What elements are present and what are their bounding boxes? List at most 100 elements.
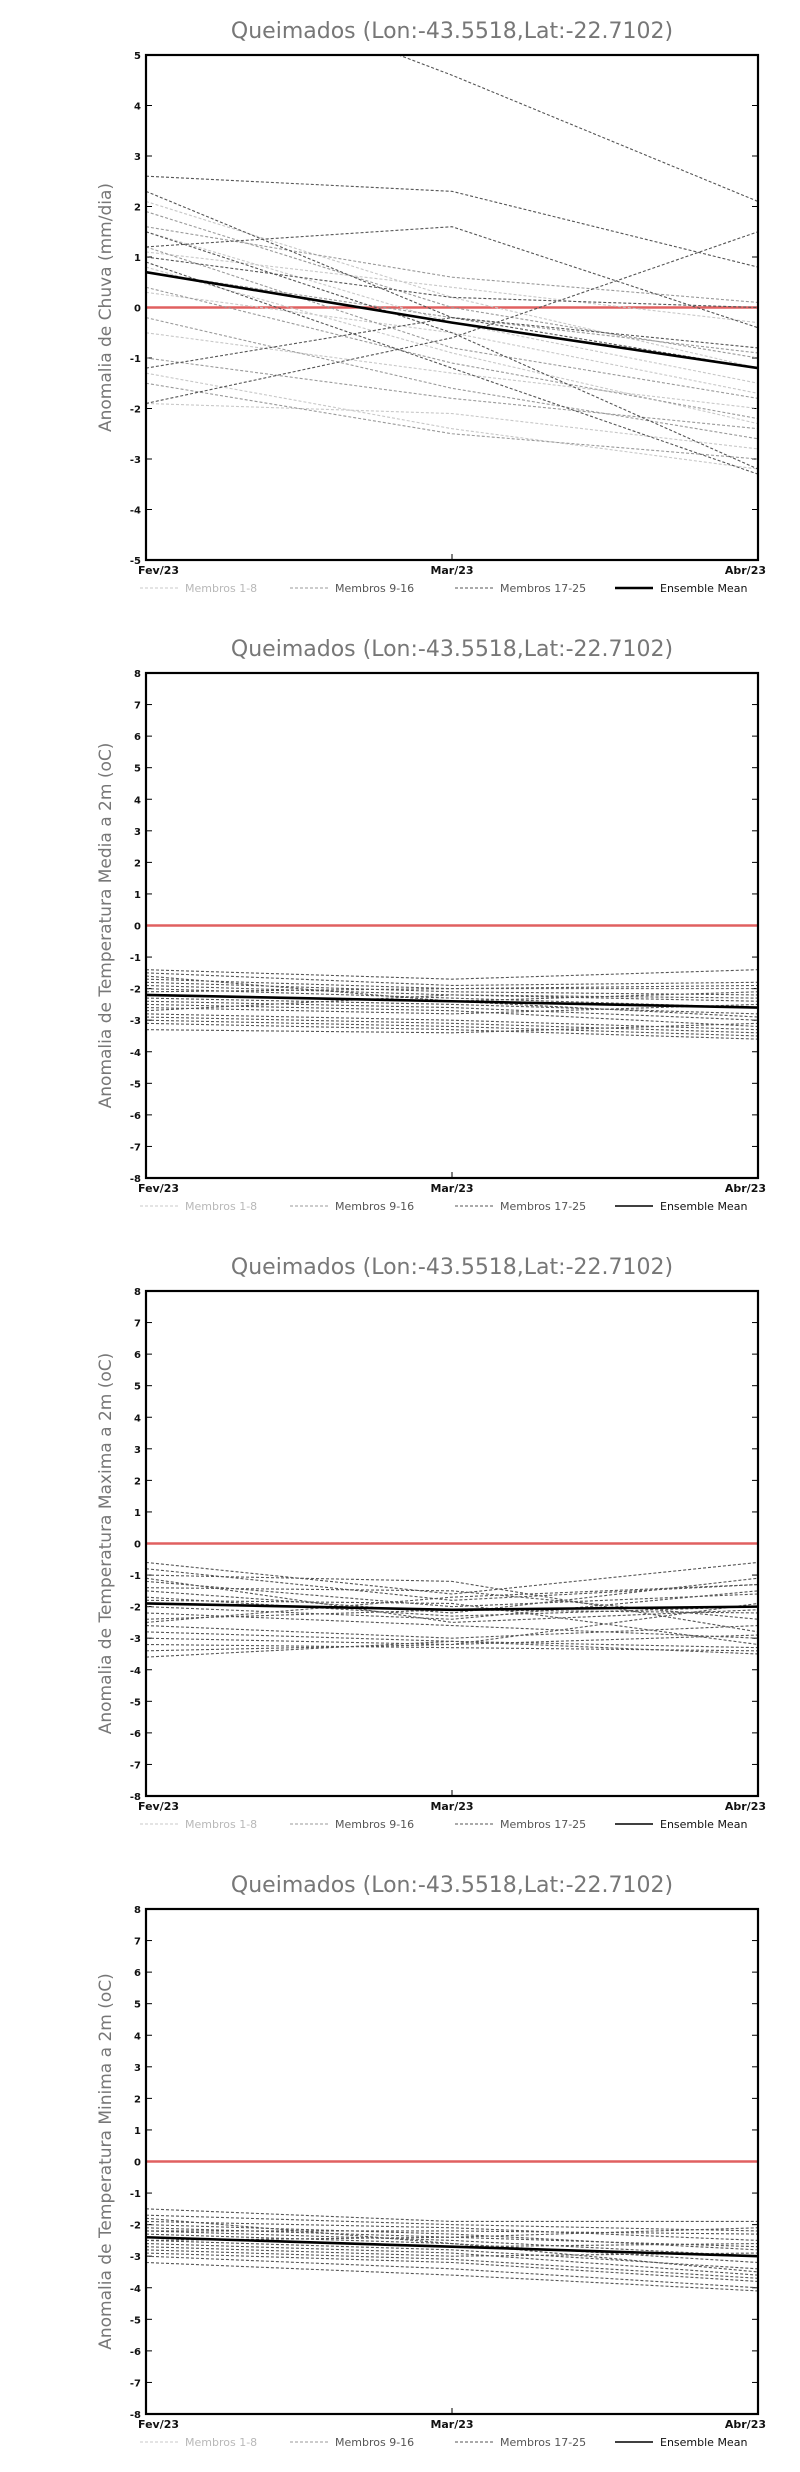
chart-precipitation-anomaly: Queimados (Lon:-43.5518,Lat:-22.7102) Ano… — [96, 19, 766, 595]
y-axis-label: Anomalia de Temperatura Minima a 2m (oC) — [96, 1973, 116, 2350]
member-line-group-3 — [146, 1003, 758, 1015]
member-line-group-3 — [397, 55, 758, 202]
member-line-group-3 — [146, 1583, 758, 1623]
chart-title: Queimados (Lon:-43.5518,Lat:-22.7102) — [231, 637, 673, 662]
chart-min-temperature-anomaly: Queimados (Lon:-43.5518,Lat:-22.7102) Ano… — [96, 1873, 766, 2449]
member-line-group-3 — [146, 1634, 758, 1652]
chart-title: Queimados (Lon:-43.5518,Lat:-22.7102) — [231, 1873, 673, 1898]
member-line-group-2 — [146, 286, 758, 420]
y-tick-label: 0 — [134, 304, 141, 315]
legend-label-mean: Ensemble Mean — [660, 1200, 747, 1213]
y-tick-label: -4 — [130, 1666, 141, 1677]
plot-frame — [144, 671, 760, 1180]
member-line-group-2 — [146, 226, 758, 303]
y-tick-label: -1 — [130, 1571, 141, 1582]
legend-label-mean: Ensemble Mean — [660, 1818, 747, 1831]
y-tick-label: 6 — [134, 1968, 141, 1979]
y-tick-label: -2 — [130, 1603, 141, 1614]
member-line-group-3 — [146, 1599, 758, 1646]
member-line-group-3 — [146, 190, 758, 369]
member-line-group-3 — [146, 1640, 758, 1658]
member-line-group-3 — [146, 1003, 758, 1028]
member-line-group-3 — [146, 1561, 758, 1595]
y-tick-label: 4 — [134, 2031, 141, 2042]
y-tick-label: -5 — [130, 2315, 141, 2326]
y-tick-label: 8 — [134, 669, 141, 680]
member-line-group-3 — [146, 1022, 758, 1040]
x-tick-label: Fev/23 — [138, 1800, 179, 1813]
plot-frame — [144, 1907, 760, 2416]
y-tick-label: 2 — [134, 858, 141, 869]
member-line-group-3 — [146, 1016, 758, 1034]
plot-frame — [144, 53, 760, 562]
member-line-group-3 — [146, 2233, 758, 2264]
legend-label-group3: Membros 17-25 — [500, 1818, 586, 1831]
y-tick-label: -3 — [130, 1634, 141, 1645]
ensemble-mean-line — [146, 1602, 758, 1612]
member-line-group-3 — [146, 261, 758, 475]
y-tick-label: 0 — [134, 2158, 141, 2169]
legend-label-group3: Membros 17-25 — [500, 1200, 586, 1213]
member-line-group-3 — [146, 1596, 758, 1617]
x-tick-label: Mar/23 — [430, 2418, 473, 2431]
y-tick-label: -2 — [130, 985, 141, 996]
legend-label-group2: Membros 9-16 — [335, 582, 414, 595]
legend-label-group3: Membros 17-25 — [500, 2436, 586, 2449]
member-line-group-1 — [146, 251, 758, 324]
x-tick-label: Abr/23 — [725, 1800, 766, 1813]
y-tick-label: 6 — [134, 1350, 141, 1361]
legend-label-group1: Membros 1-8 — [185, 582, 257, 595]
ensemble-mean-line — [146, 993, 758, 1009]
y-tick-label: 1 — [134, 253, 141, 264]
member-line-group-3 — [146, 2220, 758, 2241]
y-tick-label: -8 — [130, 1174, 141, 1185]
member-line-group-3 — [146, 2214, 758, 2232]
member-line-group-1 — [146, 231, 758, 384]
y-axis-label: Anomalia de Temperatura Media a 2m (oC) — [96, 743, 116, 1109]
member-line-group-3 — [146, 226, 758, 329]
x-tick-label: Fev/23 — [138, 564, 179, 577]
y-tick-label: -5 — [130, 1079, 141, 1090]
member-line-group-2 — [146, 317, 758, 440]
x-tick-label: Abr/23 — [725, 2418, 766, 2431]
member-line-group-3 — [146, 969, 758, 980]
member-line-group-1 — [146, 402, 758, 450]
legend-label-group2: Membros 9-16 — [335, 2436, 414, 2449]
y-tick-label: -8 — [130, 2410, 141, 2421]
y-tick-label: 6 — [134, 732, 141, 743]
y-tick-label: 1 — [134, 2126, 141, 2137]
y-tick-label: 8 — [134, 1905, 141, 1916]
member-line-group-3 — [146, 972, 758, 987]
y-tick-label: 3 — [134, 2063, 141, 2074]
y-tick-label: 2 — [134, 203, 141, 214]
member-line-group-3 — [146, 2249, 758, 2279]
member-line-group-3 — [146, 1000, 758, 1021]
member-line-group-3 — [146, 2252, 758, 2282]
y-tick-label: 1 — [134, 890, 141, 901]
chart-title: Queimados (Lon:-43.5518,Lat:-22.7102) — [231, 19, 673, 44]
y-tick-label: -3 — [130, 1016, 141, 1027]
y-tick-label: -1 — [130, 953, 141, 964]
legend-label-group1: Membros 1-8 — [185, 1818, 257, 1831]
y-tick-label: 2 — [134, 1476, 141, 1487]
y-tick-label: -1 — [130, 2189, 141, 2200]
y-tick-label: -1 — [130, 354, 141, 365]
member-line-group-3 — [146, 1577, 758, 1614]
member-line-group-3 — [146, 1019, 758, 1037]
legend-label-group2: Membros 9-16 — [335, 1200, 414, 1213]
member-line-group-3 — [146, 2230, 758, 2257]
y-tick-label: 4 — [134, 102, 141, 113]
chart-max-temperature-anomaly: Queimados (Lon:-43.5518,Lat:-22.7102) Ano… — [96, 1255, 766, 1831]
y-tick-label: 0 — [134, 922, 141, 933]
y-tick-label: 3 — [134, 1445, 141, 1456]
y-tick-label: 2 — [134, 2094, 141, 2105]
member-line-group-3 — [146, 1590, 758, 1620]
member-line-group-2 — [146, 357, 758, 430]
y-tick-label: -7 — [130, 1760, 141, 1771]
x-tick-label: Mar/23 — [430, 1182, 473, 1195]
member-line-group-3 — [146, 997, 758, 1015]
member-line-group-3 — [146, 984, 758, 993]
y-tick-label: -6 — [130, 1111, 141, 1122]
member-line-group-3 — [146, 2217, 758, 2273]
y-tick-label: 1 — [134, 1508, 141, 1519]
